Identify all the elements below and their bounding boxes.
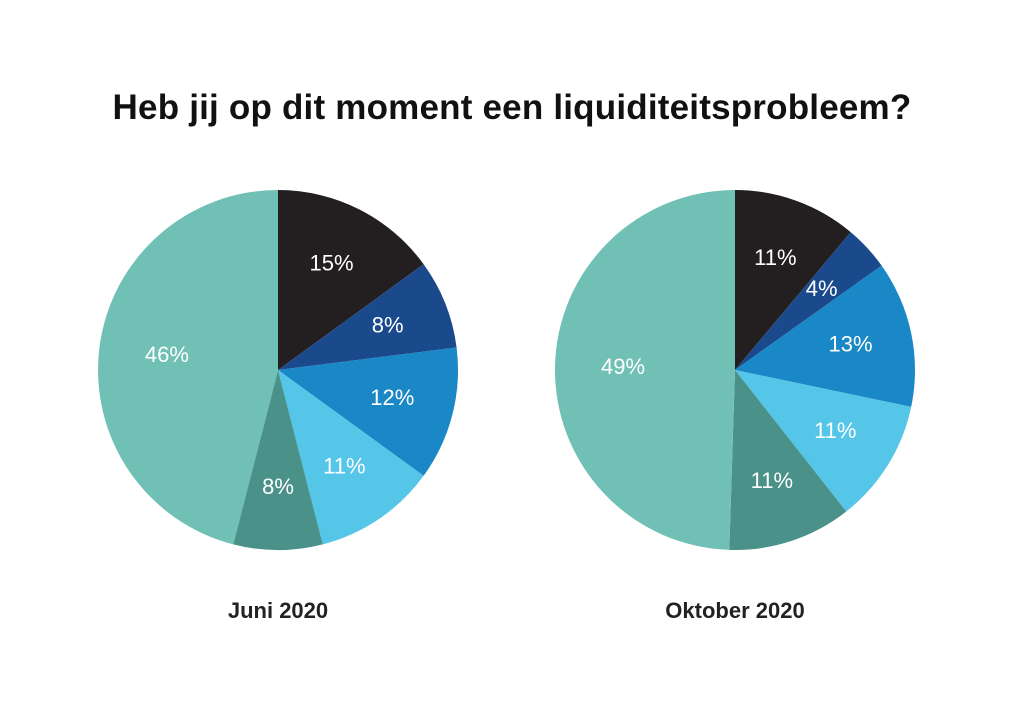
pie-caption-oktober: Oktober 2020	[665, 598, 805, 623]
pie-slice-label: 11%	[751, 468, 793, 493]
pie-caption-juni: Juni 2020	[227, 598, 329, 623]
pie-slice	[98, 190, 278, 545]
pie-chart-oktober: 11% 4% 13% 11% 11% 49%	[554, 190, 915, 551]
pie-slice-label: 8%	[372, 312, 404, 337]
pie-slice-label: 4%	[806, 276, 838, 301]
pie-slice-label: 15%	[310, 251, 354, 276]
pie-slice	[278, 347, 458, 476]
pie-slice	[735, 190, 851, 370]
pie-slice	[729, 370, 847, 551]
pie-slice	[554, 190, 735, 550]
pie-slice-label: 11%	[323, 453, 365, 478]
pie-slice-label: 49%	[601, 354, 645, 379]
pie-slice	[278, 190, 424, 370]
pie-slice-label: 11%	[754, 245, 796, 270]
pie-slice	[278, 264, 457, 370]
pie-slice-label: 12%	[370, 385, 414, 410]
pie-slice-label: 11%	[814, 418, 856, 443]
pie-slice-label: 8%	[262, 474, 294, 499]
pie-slice	[278, 370, 424, 545]
pie-slice	[735, 265, 915, 407]
pie-slice-label: 46%	[145, 342, 189, 367]
chart-title: Heb jij op dit moment een liquiditeitspr…	[112, 88, 912, 127]
pie-slice-label: 13%	[828, 332, 872, 357]
pie-slice	[735, 232, 882, 370]
pie-slice	[735, 370, 912, 512]
pie-chart-juni: 15% 8% 12% 11% 8% 46%	[98, 190, 458, 550]
pie-slice	[233, 370, 323, 550]
